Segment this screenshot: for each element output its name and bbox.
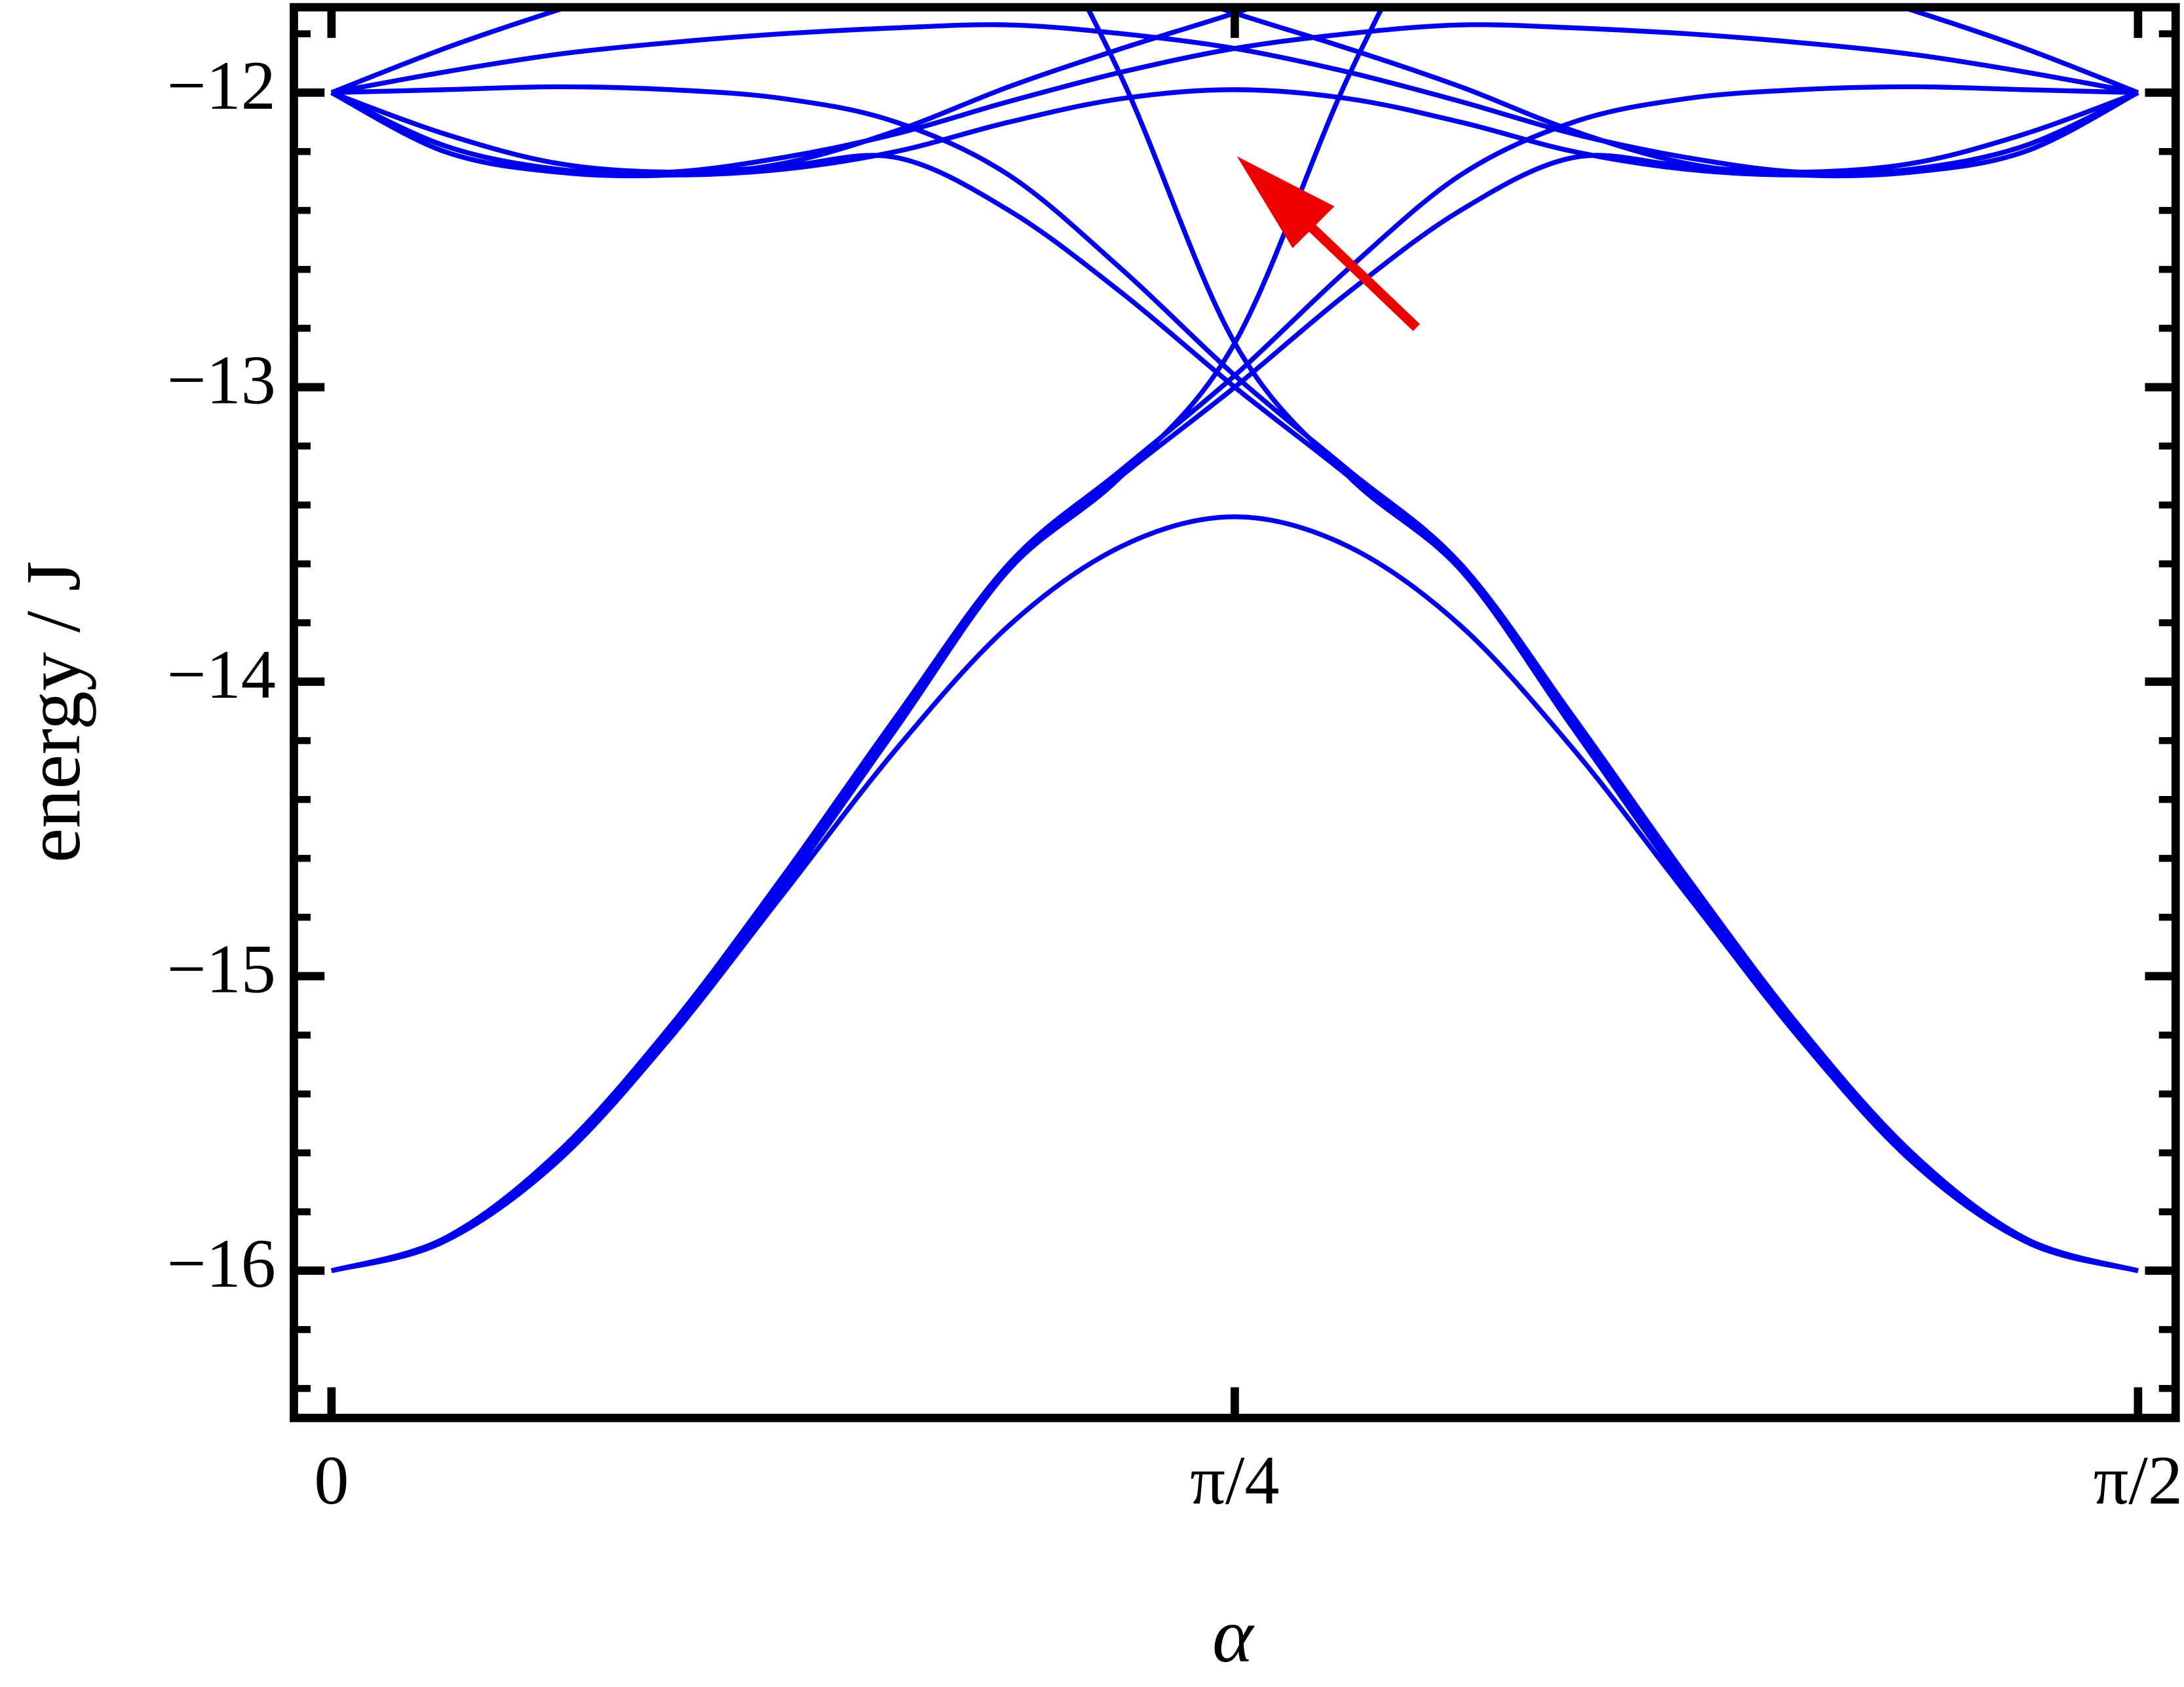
y-axis-label: energy / J: [10, 561, 96, 863]
y-tick-label: −16: [167, 1224, 276, 1302]
arrow-shaft: [1292, 208, 1420, 332]
series-line: [330, 84, 2138, 1274]
y-tick-label: −12: [167, 47, 276, 124]
y-tick-label: −15: [167, 930, 276, 1007]
series-line: [1209, 7, 2139, 179]
series-line: [330, 7, 2139, 95]
series-line: [331, 84, 2139, 1274]
x-tick-label: π/4: [1190, 1441, 1279, 1519]
annotation-arrow: [1236, 156, 1420, 332]
x-axis-label: α: [1212, 1592, 1255, 1678]
series-line: [1084, 7, 2139, 1274]
series-line: [330, 7, 1261, 179]
x-tick-label: π/2: [2094, 1441, 2183, 1519]
series-line: [330, 22, 2139, 176]
arrow-head: [1236, 156, 1335, 248]
plot-area: [330, 7, 2139, 1274]
x-tick-label: 0: [314, 1441, 349, 1519]
y-tick-label: −13: [167, 341, 276, 418]
y-tick-label: −14: [167, 635, 276, 713]
